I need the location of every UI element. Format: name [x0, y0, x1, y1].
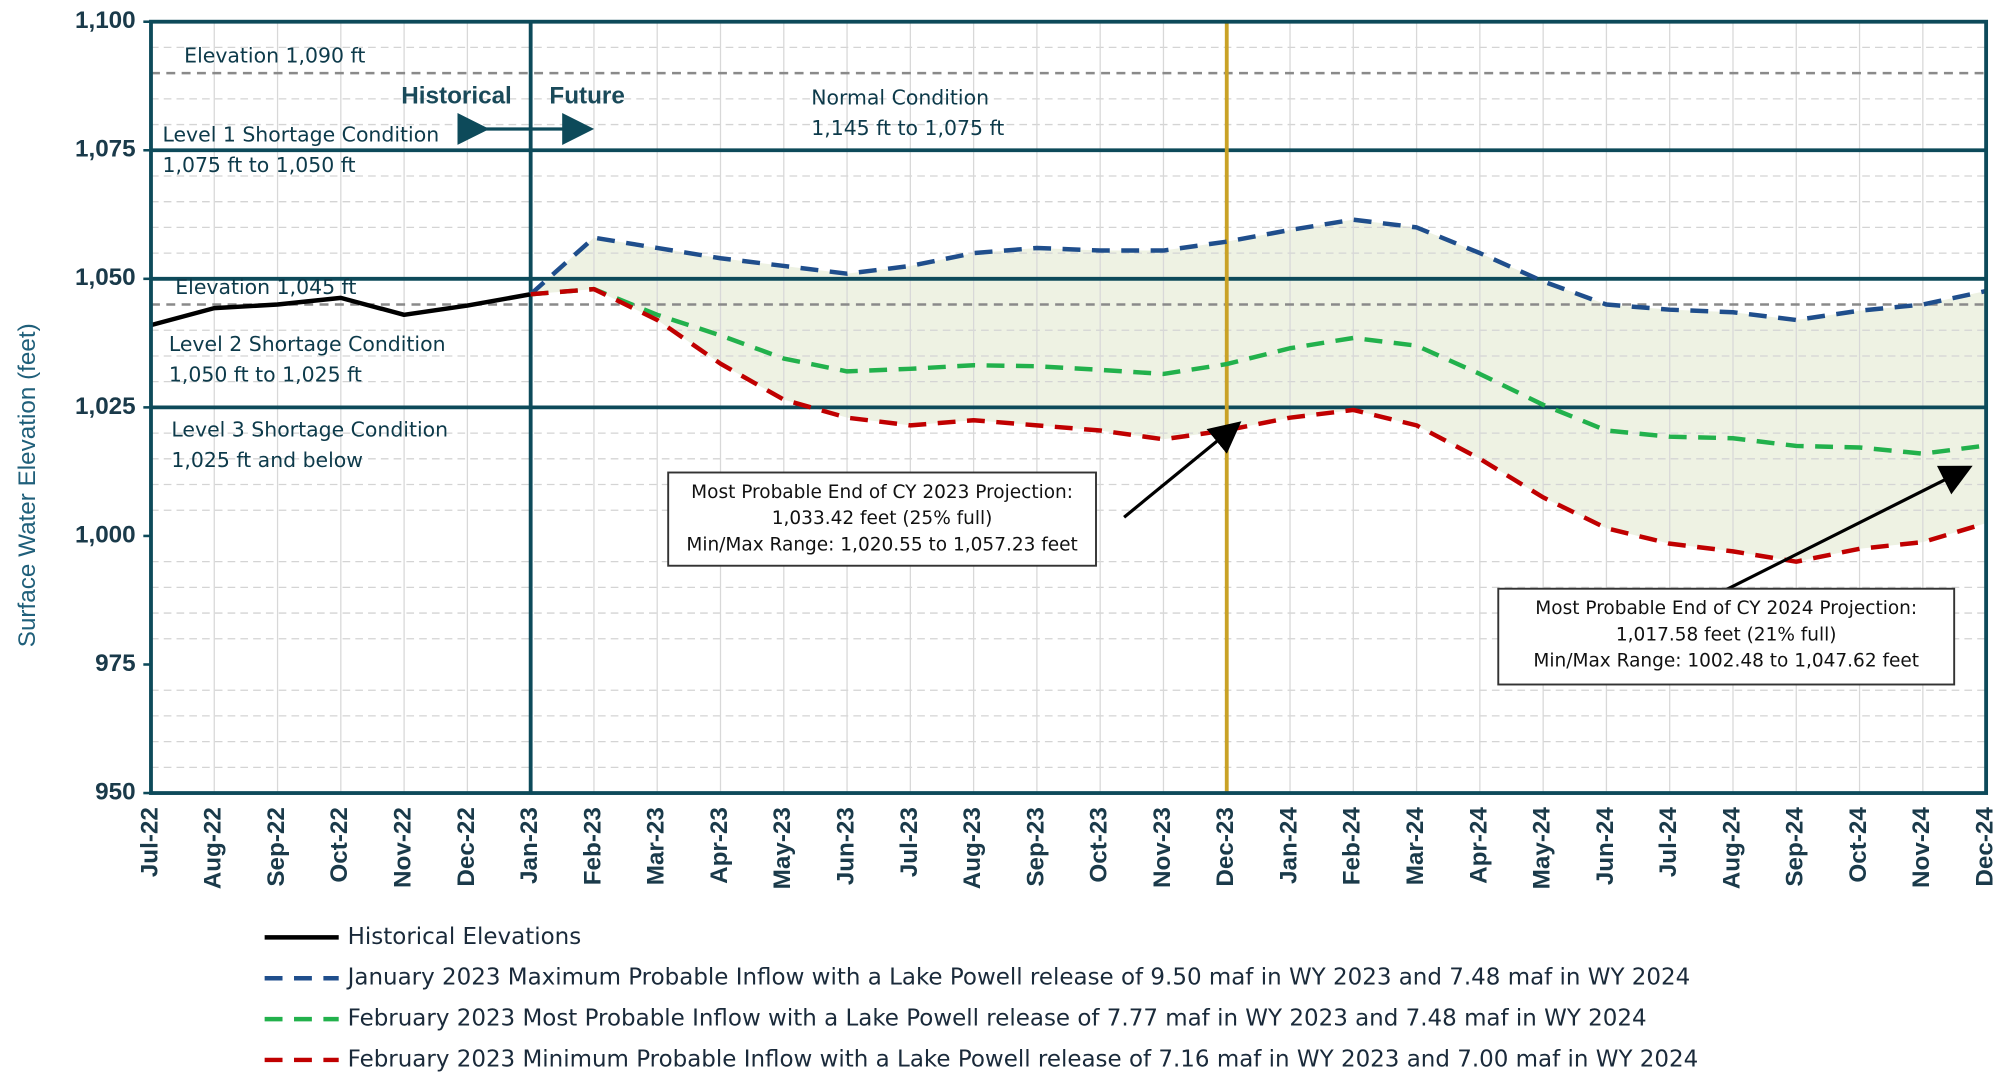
callout-text: Most Probable End of CY 2023 Projection:: [691, 482, 1073, 503]
x-tick-label: Dec-24: [1972, 807, 1999, 887]
series-line: [530, 286, 1987, 564]
x-tick-label: Oct-22: [326, 807, 353, 882]
x-tick-label: Aug-22: [200, 807, 227, 889]
y-tick-label: 1,050: [75, 264, 136, 291]
callout-text: 1,033.42 feet (25% full): [772, 508, 993, 529]
annotation: Normal Condition: [811, 85, 989, 109]
y-tick-label: 1,075: [75, 136, 136, 163]
callout-arrow: [1717, 465, 1973, 596]
legend-label: February 2023 Most Probable Inflow with …: [348, 1006, 1647, 1032]
callout-arrow: [1123, 421, 1242, 519]
y-tick-label: 1,025: [75, 393, 136, 420]
reference-label: Elevation 1,090 ft: [184, 44, 365, 68]
x-tick-label: Jun-24: [1592, 807, 1619, 886]
annotation: 1,145 ft to 1,075 ft: [811, 116, 1004, 140]
y-axis-label: Surface Water Elevation (feet): [14, 323, 41, 647]
x-tick-label: May-23: [769, 807, 796, 889]
plot-frame: [149, 19, 1989, 795]
annotation: Level 1 Shortage Condition: [162, 122, 439, 146]
annotation: 1,050 ft to 1,025 ft: [169, 362, 362, 386]
callout-text: Most Probable End of CY 2024 Projection:: [1535, 598, 1917, 619]
x-tick-label: Jun-23: [832, 807, 859, 885]
x-tick-label: Feb-24: [1339, 807, 1366, 886]
x-tick-label: May-24: [1529, 807, 1556, 890]
callout-text: Min/Max Range: 1,020.55 to 1,057.23 feet: [686, 534, 1077, 555]
y-tick-label: 1,100: [75, 7, 136, 34]
x-tick-label: Jan-23: [516, 807, 543, 884]
x-tick-label: Jul-22: [136, 807, 163, 877]
series-line: [150, 292, 532, 328]
x-tick-label: Feb-23: [579, 807, 606, 885]
x-tick-label: Apr-24: [1465, 807, 1492, 884]
x-tick-label: Aug-24: [1718, 807, 1745, 890]
reference-label: Elevation 1,045 ft: [175, 275, 356, 299]
callout-text: Min/Max Range: 1002.48 to 1,047.62 feet: [1533, 651, 1919, 672]
y-tick-label: 975: [95, 650, 135, 677]
callout-box: [1497, 587, 1956, 686]
annotation: 1,025 ft and below: [171, 448, 363, 472]
x-tick-label: Oct-23: [1086, 807, 1113, 882]
x-tick-label: Jul-23: [896, 807, 923, 877]
x-tick-label: Nov-24: [1908, 807, 1935, 888]
x-tick-label: Jan-24: [1275, 807, 1302, 884]
callout-text: 1,017.58 feet (21% full): [1616, 624, 1837, 645]
x-tick-label: Nov-22: [390, 807, 417, 888]
legend-label: January 2023 Maximum Probable Inflow wit…: [346, 965, 1691, 991]
x-tick-label: Mar-24: [1402, 807, 1429, 886]
x-tick-label: Sep-22: [263, 807, 290, 887]
x-tick-label: Aug-23: [959, 807, 986, 889]
x-tick-label: Sep-23: [1022, 807, 1049, 887]
callout-box: [667, 471, 1097, 567]
annotation: 1,075 ft to 1,050 ft: [162, 153, 355, 177]
x-tick-label: Apr-23: [706, 807, 733, 884]
legend-label: February 2023 Minimum Probable Inflow wi…: [348, 1046, 1699, 1072]
y-tick-label: 1,000: [75, 521, 136, 548]
series-line: [530, 286, 1987, 456]
series-line: [529, 217, 1987, 323]
y-tick-label: 950: [95, 778, 135, 805]
legend-label: Historical Elevations: [348, 924, 582, 950]
annotation: Historical: [401, 82, 512, 109]
x-tick-label: Dec-22: [453, 807, 480, 887]
x-tick-label: Jul-24: [1655, 807, 1682, 878]
annotation: Future: [549, 82, 624, 109]
x-tick-label: Oct-24: [1845, 807, 1872, 883]
x-tick-label: Mar-23: [643, 807, 670, 885]
x-tick-label: Sep-24: [1782, 807, 1809, 887]
x-tick-label: Dec-23: [1212, 807, 1239, 887]
annotation: Level 2 Shortage Condition: [169, 332, 446, 356]
annotation: Level 3 Shortage Condition: [171, 417, 448, 441]
x-tick-label: Nov-23: [1149, 807, 1176, 888]
